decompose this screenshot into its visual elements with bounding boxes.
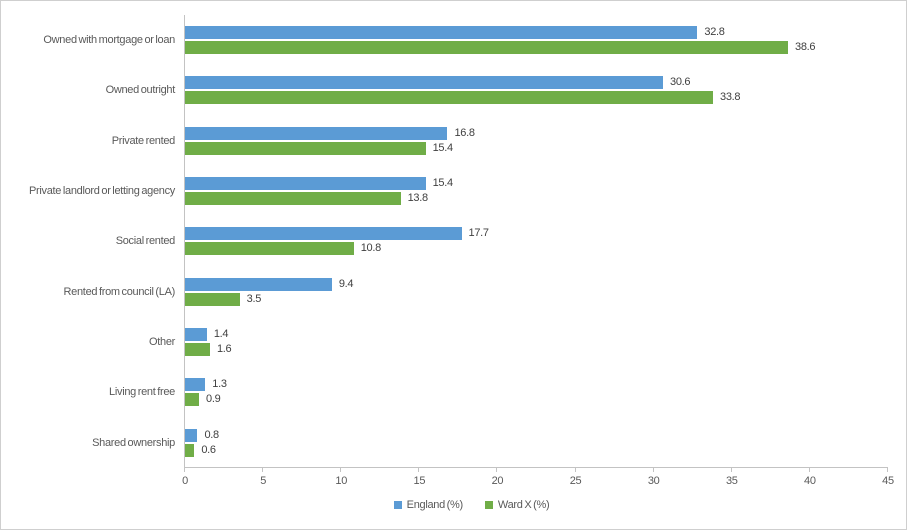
x-axis-tick-mark	[340, 468, 342, 472]
data-label: 1.6	[216, 343, 232, 355]
bar-england	[185, 378, 206, 392]
x-axis-tick-mark	[730, 468, 732, 472]
data-label: 16.8	[454, 126, 475, 139]
x-axis-tick-mark	[574, 468, 576, 472]
legend-swatch-icon	[484, 501, 493, 509]
data-label: 33.8	[720, 91, 741, 104]
data-label: 0.6	[201, 443, 216, 456]
data-label: 38.6	[795, 41, 816, 53]
legend-swatch-icon	[393, 501, 402, 509]
bar-ward-x	[185, 91, 714, 105]
bar-ward-x	[185, 242, 354, 256]
bar-ward-x	[185, 343, 210, 356]
category-label: Other	[148, 336, 175, 349]
legend-label: England (%)	[406, 499, 464, 511]
x-axis-tick-mark	[496, 468, 498, 472]
legend-item-england: England (%)	[393, 499, 464, 511]
x-axis-tick-mark	[184, 468, 185, 472]
data-label: 1.3	[212, 378, 227, 391]
category-label: Owned with mortgage or loan	[43, 34, 175, 47]
bar-ward-x	[185, 393, 200, 407]
legend-label: Ward X (%)	[497, 499, 550, 511]
data-label: 15.4	[432, 177, 454, 189]
category-label: Shared ownership	[92, 436, 175, 449]
x-axis-tick-label: 45	[882, 475, 894, 487]
bar-ward-x	[185, 141, 426, 155]
data-label: 9.4	[338, 277, 354, 290]
x-axis-tick-label: 35	[725, 475, 738, 487]
data-label: 3.5	[246, 292, 262, 305]
x-axis-tick-label: 5	[260, 475, 267, 487]
bar-england	[185, 277, 332, 291]
category-label: Private rented	[111, 134, 176, 147]
data-label: 32.8	[704, 26, 725, 38]
category-label: Private landlord or letting agency	[28, 185, 175, 198]
data-label: 10.8	[360, 242, 382, 255]
bar-ward-x	[185, 292, 240, 306]
x-axis-tick-mark	[652, 468, 654, 472]
data-label: 1.4	[213, 328, 229, 340]
x-axis-tick-label: 0	[182, 475, 188, 487]
category-label: Social rented	[115, 235, 176, 248]
bar-england	[185, 126, 448, 140]
data-label: 13.8	[407, 192, 429, 204]
x-axis-tick-label: 40	[804, 475, 816, 487]
plot-area: 32.8 38.6 30.6 33.8 16.8 15.4 15.4 13.8 17.7 10.8…	[182, 15, 894, 487]
x-axis-tick-label: 15	[413, 475, 426, 487]
bar-england	[185, 26, 698, 39]
x-axis-tick-mark	[887, 468, 888, 472]
bar-ward-x	[185, 443, 195, 457]
category-axis-labels: Owned with mortgage or loan Owned outrigh…	[1, 15, 175, 468]
data-label: 17.7	[468, 227, 490, 240]
data-label: 15.4	[432, 141, 454, 154]
x-axis-tick-mark	[808, 468, 810, 472]
x-axis-tick-mark	[418, 468, 420, 472]
bar-england	[185, 76, 664, 90]
bar-england	[185, 428, 198, 442]
category-label: Owned outright	[105, 84, 176, 97]
data-label: 0.8	[204, 428, 219, 441]
bar-england	[185, 227, 462, 241]
x-axis-tick-label: 10	[335, 475, 348, 487]
legend-item-ward-x: Ward X (%)	[484, 499, 550, 511]
x-axis-tick-label: 30	[647, 475, 660, 487]
category-label: Rented from council (LA)	[63, 285, 176, 298]
data-label: 0.9	[206, 393, 221, 406]
bar-england	[185, 328, 207, 341]
x-axis-tick-mark	[262, 468, 264, 472]
category-label: Living rent free	[109, 386, 175, 399]
data-label: 30.6	[670, 76, 691, 89]
bar-ward-x	[185, 192, 401, 205]
bar-england	[185, 177, 426, 190]
legend: England (%) Ward X (%)	[19, 499, 906, 511]
x-axis-tick-label: 20	[491, 475, 504, 487]
bar-ward-x	[185, 41, 789, 54]
x-axis-tick-label: 25	[569, 475, 582, 487]
